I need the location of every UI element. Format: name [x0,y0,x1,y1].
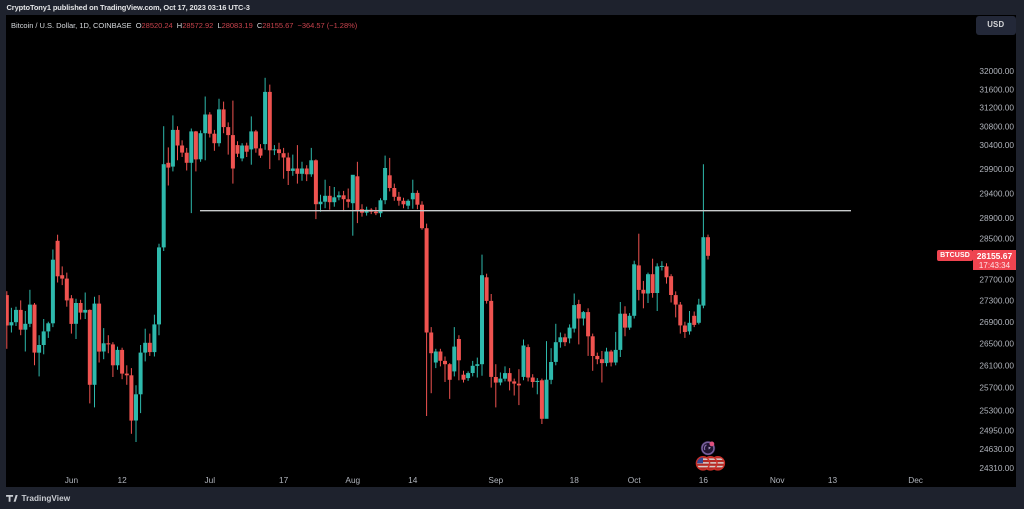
svg-text:26100.00: 26100.00 [979,360,1014,370]
svg-text:30400.00: 30400.00 [979,140,1014,150]
svg-text:Nov: Nov [770,475,786,485]
svg-text:Sep: Sep [488,475,503,485]
svg-text:25300.00: 25300.00 [979,405,1014,415]
svg-text:27300.00: 27300.00 [979,296,1014,306]
svg-text:29400.00: 29400.00 [979,189,1014,199]
svg-text:31600.00: 31600.00 [979,84,1014,94]
svg-text:24950.00: 24950.00 [979,426,1014,436]
svg-text:30800.00: 30800.00 [979,121,1014,131]
svg-text:13: 13 [828,475,838,485]
svg-text:Dec: Dec [908,475,923,485]
svg-text:14: 14 [408,475,418,485]
svg-text:Jun: Jun [65,475,79,485]
svg-text:16: 16 [699,475,709,485]
svg-text:25700.00: 25700.00 [979,383,1014,393]
svg-text:18: 18 [570,475,580,485]
svg-text:Jul: Jul [204,475,215,485]
svg-text:Aug: Aug [345,475,360,485]
svg-text:27700.00: 27700.00 [979,275,1014,285]
svg-text:26900.00: 26900.00 [979,317,1014,327]
svg-text:31200.00: 31200.00 [979,103,1014,113]
svg-text:24310.00: 24310.00 [979,463,1014,473]
svg-text:32000.00: 32000.00 [979,66,1014,76]
svg-text:12: 12 [117,475,127,485]
svg-text:28900.00: 28900.00 [979,213,1014,223]
svg-text:26500.00: 26500.00 [979,338,1014,348]
svg-text:17: 17 [279,475,289,485]
svg-text:Oct: Oct [628,475,642,485]
svg-text:29900.00: 29900.00 [979,164,1014,174]
svg-text:24630.00: 24630.00 [979,444,1014,454]
svg-text:28500.00: 28500.00 [979,233,1014,243]
